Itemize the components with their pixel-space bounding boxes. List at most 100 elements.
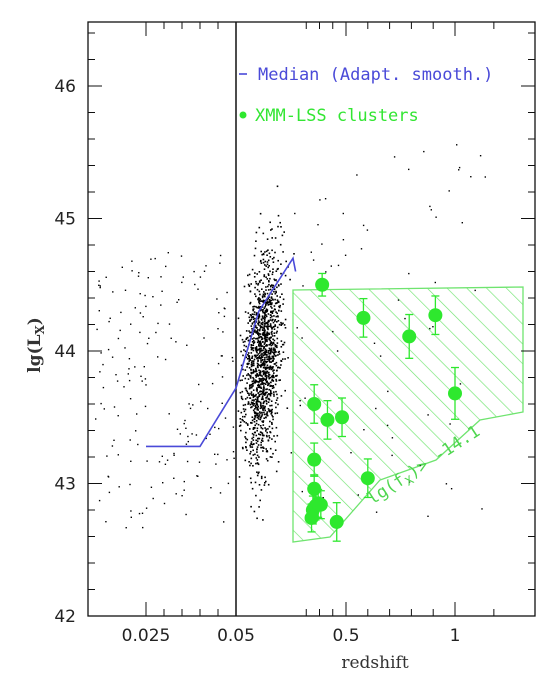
field-point: [325, 271, 327, 273]
field-point: [249, 403, 252, 406]
field-point: [250, 371, 252, 374]
field-point: [260, 405, 262, 407]
field-point: [224, 417, 227, 419]
field-point: [261, 315, 264, 317]
field-point: [264, 367, 267, 370]
field-point: [266, 325, 268, 327]
field-point: [256, 354, 259, 357]
field-point: [272, 321, 275, 324]
field-point: [258, 471, 260, 474]
field-point: [262, 258, 265, 261]
field-point: [250, 368, 252, 371]
field-point: [252, 428, 255, 430]
field-point: [183, 422, 185, 425]
field-point: [258, 321, 261, 323]
field-point: [264, 305, 266, 308]
field-point: [254, 412, 256, 414]
field-point: [445, 483, 448, 485]
field-point: [263, 363, 266, 365]
field-point: [450, 488, 453, 490]
field-point: [276, 286, 278, 289]
field-point: [243, 285, 246, 288]
field-point: [286, 407, 289, 409]
plot-frame: [87, 21, 536, 617]
field-point: [266, 334, 268, 337]
field-point: [268, 393, 271, 395]
field-point: [387, 390, 389, 393]
field-point: [280, 272, 282, 275]
field-point: [137, 443, 139, 446]
field-point: [163, 502, 166, 505]
x-tick-labels: 0.025 0.05 0.5 1: [122, 626, 461, 646]
field-point: [265, 372, 268, 374]
field-point: [145, 507, 148, 509]
field-point: [270, 285, 272, 288]
field-point: [268, 373, 270, 376]
field-point: [279, 221, 281, 224]
field-point: [273, 347, 275, 349]
field-point: [232, 451, 235, 453]
field-point: [267, 328, 269, 331]
field-point: [262, 440, 264, 442]
field-point: [271, 312, 274, 314]
field-point: [267, 384, 269, 387]
field-point: [216, 298, 218, 300]
field-point: [271, 327, 273, 329]
field-point: [271, 385, 273, 387]
field-point: [207, 407, 209, 410]
field-point: [267, 367, 269, 369]
field-point: [266, 340, 268, 343]
field-point: [319, 199, 321, 201]
field-point: [250, 505, 252, 508]
field-point: [266, 344, 268, 346]
field-point: [105, 276, 107, 278]
field-point: [139, 331, 141, 334]
field-point: [264, 366, 266, 369]
field-point: [270, 303, 272, 305]
field-point: [255, 412, 258, 415]
field-point: [99, 371, 101, 373]
field-point: [262, 282, 264, 284]
field-point: [276, 342, 279, 344]
field-point: [427, 414, 429, 416]
field-point: [259, 380, 261, 382]
field-point: [215, 463, 217, 465]
field-point: [247, 392, 249, 394]
field-point: [435, 216, 437, 218]
field-point: [280, 364, 282, 366]
field-point: [260, 323, 262, 325]
field-point: [276, 397, 279, 399]
field-point: [262, 333, 264, 335]
field-point: [251, 338, 254, 340]
field-point: [267, 313, 270, 315]
field-point: [265, 345, 267, 347]
field-point: [252, 318, 255, 320]
field-point: [243, 421, 246, 423]
field-point: [111, 445, 114, 447]
field-point: [257, 363, 259, 366]
field-point: [241, 338, 244, 341]
field-point: [267, 289, 270, 291]
field-point: [217, 453, 219, 456]
field-point: [262, 420, 265, 422]
field-point: [256, 440, 259, 442]
field-point: [258, 395, 261, 398]
field-point: [265, 349, 268, 352]
field-point: [252, 308, 255, 310]
field-point: [251, 355, 254, 358]
field-point: [264, 336, 266, 338]
field-point: [260, 262, 263, 264]
field-point: [268, 435, 270, 437]
field-point: [251, 364, 254, 367]
field-point: [245, 387, 247, 390]
field-point: [258, 355, 261, 357]
field-point: [336, 350, 339, 352]
field-point: [259, 416, 262, 419]
field-point: [284, 274, 287, 277]
y-tick-labels: 42 43 44 45 46: [54, 77, 76, 627]
field-point: [281, 323, 283, 325]
field-point: [262, 309, 264, 311]
field-point: [259, 326, 262, 329]
field-point: [170, 337, 172, 339]
field-point: [263, 434, 265, 437]
